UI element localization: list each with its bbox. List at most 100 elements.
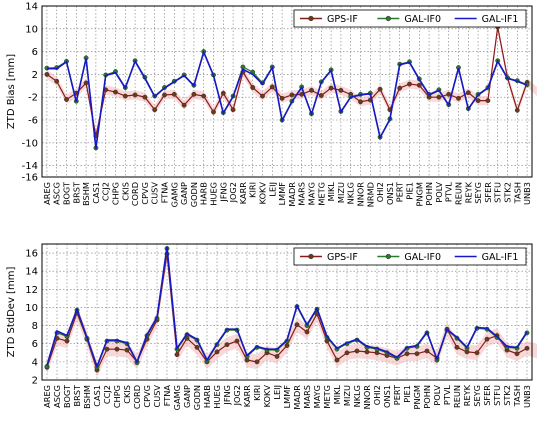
station-label: MAYG — [312, 385, 322, 408]
data-point — [260, 93, 265, 99]
station-label: REUN — [452, 385, 462, 408]
data-point — [269, 84, 275, 90]
data-point — [142, 94, 148, 100]
y-tick-label: 4 — [32, 357, 38, 368]
station-label: CAS1 — [92, 385, 102, 407]
station-label: GODN — [189, 182, 199, 207]
data-point — [230, 107, 236, 113]
station-label: LMMF — [282, 385, 292, 409]
legend-label: GAL-IF0 — [404, 14, 441, 25]
y-tick-label: -14 — [22, 161, 38, 172]
station-label: PIE1 — [402, 385, 412, 403]
station-label: MARS — [302, 385, 312, 409]
data-point — [289, 92, 295, 98]
station-label: BRST — [71, 181, 81, 204]
station-label: JFNG — [222, 385, 232, 406]
y-tick-label: -10 — [22, 138, 38, 149]
station-label: BRST — [72, 384, 82, 407]
station-label: JOG2 — [232, 385, 242, 406]
station-label: JOG2 — [228, 182, 238, 203]
station-label: ONS1 — [385, 182, 395, 205]
data-point — [484, 336, 490, 342]
station-label: PNGM — [412, 385, 422, 409]
data-point — [456, 95, 461, 101]
y-tick-label: 6 — [32, 47, 38, 58]
data-point — [250, 85, 256, 90]
station-label: PNGM — [414, 182, 424, 206]
plot-border — [41, 243, 533, 381]
data-point — [124, 347, 130, 353]
station-label: KOKV — [258, 182, 268, 205]
data-point — [54, 78, 60, 84]
station-label: CHPG — [111, 182, 121, 205]
data-point — [475, 98, 481, 104]
station-label: MIZU — [336, 182, 346, 203]
station-label: NNOR — [362, 385, 372, 410]
legend-box — [293, 9, 527, 28]
data-point — [407, 81, 412, 87]
station-label: SFER — [483, 182, 493, 203]
station-label: KIRI — [252, 385, 262, 401]
station-label: BOGT — [62, 181, 72, 205]
station-label: UNB3 — [522, 182, 532, 205]
station-label: POLV — [432, 385, 442, 406]
station-label: LEIJ — [267, 182, 277, 197]
station-label: STFU — [493, 182, 503, 203]
y-axis-title: ZTD Bias [mm] — [6, 54, 17, 129]
chart-panel-2: 2 4 6 8 10 12 14 16 AREG ASCG BOGT BRST BSHM CAS1 CCJ2… — [6, 243, 537, 410]
station-label: GANP — [179, 182, 189, 205]
station-label: HARB — [199, 182, 209, 205]
y-tick-label: 14 — [25, 2, 38, 13]
legend-swatch-marker — [385, 253, 391, 260]
station-label: BSHM — [81, 182, 91, 206]
station-label: MADR — [287, 182, 297, 207]
data-point — [397, 85, 403, 91]
station-label: SFER — [482, 385, 492, 406]
station-label: CPVG — [140, 182, 150, 205]
station-label: ASCG — [52, 385, 62, 408]
data-point — [114, 346, 120, 352]
data-point — [83, 80, 89, 86]
station-label: AREG — [42, 385, 52, 408]
data-point — [220, 90, 226, 96]
station-label: JFNG — [218, 182, 228, 203]
station-label: FTNA — [162, 385, 172, 407]
station-label: NKLG — [346, 182, 356, 204]
y-tick-label: -2 — [28, 93, 38, 104]
station-label: FTNA — [160, 182, 170, 204]
data-point — [64, 97, 69, 102]
station-label: OHI2 — [372, 385, 382, 405]
station-label: CKIS — [120, 182, 130, 201]
station-label: AREG — [42, 182, 52, 205]
y-tick-label: 10 — [25, 24, 38, 35]
y-tick-label: -16 — [22, 173, 38, 184]
station-label: KIRI — [248, 182, 258, 198]
station-label: GAMG — [172, 385, 182, 410]
station-label: BOGT — [62, 384, 72, 408]
station-label: MAYG — [307, 182, 317, 205]
station-label: CAS1 — [91, 182, 101, 204]
data-point — [201, 93, 207, 99]
series-line-gal-if1 — [46, 49, 528, 149]
data-point — [338, 87, 344, 93]
station-label: NNOR — [356, 182, 366, 207]
y-tick-label: 14 — [25, 267, 38, 278]
station-label: GAMG — [169, 182, 179, 207]
station-label: STK2 — [503, 182, 513, 203]
station-label: CUSV — [150, 182, 160, 205]
data-point — [377, 86, 383, 92]
data-point — [474, 350, 480, 356]
legend-label: GAL-IF1 — [482, 14, 519, 25]
data-point — [524, 345, 530, 351]
data-point — [446, 91, 452, 97]
data-point — [436, 94, 442, 100]
station-label: HUEG — [212, 385, 222, 409]
station-label: CHPG — [112, 385, 122, 408]
data-point — [214, 349, 220, 355]
station-label: POHN — [424, 182, 434, 206]
data-point — [334, 357, 340, 363]
station-label: HUEG — [209, 182, 219, 206]
legend-swatch-marker — [308, 15, 314, 22]
